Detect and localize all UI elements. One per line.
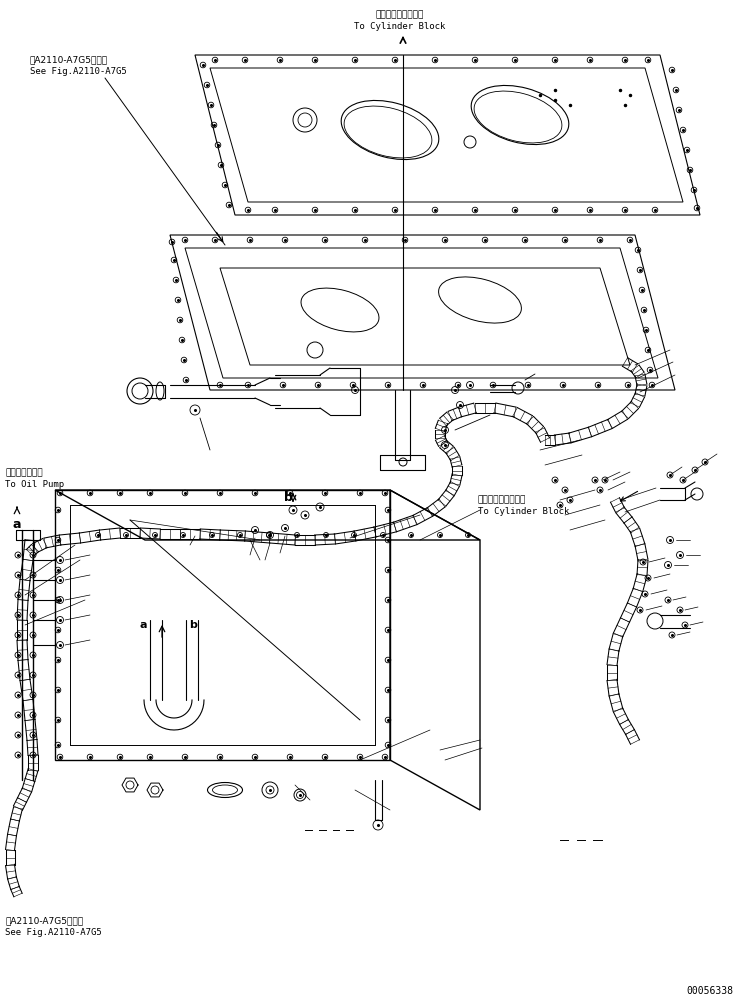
Text: シリンダブロックへ: シリンダブロックへ	[376, 10, 424, 19]
Text: オイルポンプへ: オイルポンプへ	[5, 468, 43, 477]
Text: To Cylinder Block: To Cylinder Block	[354, 22, 445, 31]
Text: 00056338: 00056338	[686, 986, 733, 996]
Text: 第A2110-A7G5図参照: 第A2110-A7G5図参照	[5, 916, 83, 925]
Text: To Oil Pump: To Oil Pump	[5, 480, 64, 489]
Text: b: b	[189, 620, 197, 630]
Text: b: b	[284, 491, 293, 503]
Text: a: a	[139, 620, 147, 630]
Text: To Cylinder Block: To Cylinder Block	[478, 507, 569, 516]
Text: See Fig.A2110-A7G5: See Fig.A2110-A7G5	[30, 67, 127, 76]
Text: See Fig.A2110-A7G5: See Fig.A2110-A7G5	[5, 928, 102, 937]
Text: a: a	[13, 518, 21, 531]
Text: シリンダブロックへ: シリンダブロックへ	[478, 495, 526, 504]
Text: 第A2110-A7G5図参照: 第A2110-A7G5図参照	[30, 55, 108, 64]
